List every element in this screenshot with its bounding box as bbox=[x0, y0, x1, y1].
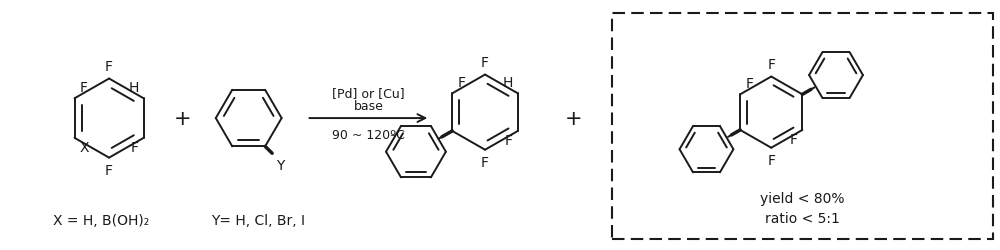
Text: [Pd] or [Cu]: [Pd] or [Cu] bbox=[332, 87, 405, 100]
Text: H: H bbox=[128, 81, 139, 95]
Text: Y: Y bbox=[276, 158, 284, 172]
Text: +: + bbox=[565, 109, 583, 128]
Text: X: X bbox=[80, 140, 89, 154]
Text: F: F bbox=[767, 154, 775, 168]
Text: Y= H, Cl, Br, I: Y= H, Cl, Br, I bbox=[211, 213, 305, 227]
Text: F: F bbox=[105, 164, 113, 177]
Text: F: F bbox=[457, 76, 465, 90]
Text: F: F bbox=[767, 58, 775, 72]
Text: H: H bbox=[502, 76, 513, 90]
Text: F: F bbox=[105, 60, 113, 74]
Text: yield < 80%
ratio < 5:1: yield < 80% ratio < 5:1 bbox=[760, 192, 844, 225]
Text: base: base bbox=[353, 100, 383, 113]
Text: F: F bbox=[131, 140, 139, 154]
Text: F: F bbox=[481, 156, 489, 170]
Text: +: + bbox=[174, 109, 192, 128]
Text: 90 ~ 120ºC: 90 ~ 120ºC bbox=[332, 128, 405, 141]
Text: X = H, B(OH)₂: X = H, B(OH)₂ bbox=[53, 213, 149, 227]
Text: F: F bbox=[745, 77, 753, 91]
Text: F: F bbox=[80, 81, 88, 95]
Text: F: F bbox=[505, 133, 513, 147]
Text: F: F bbox=[481, 56, 489, 70]
Text: F: F bbox=[789, 132, 797, 146]
